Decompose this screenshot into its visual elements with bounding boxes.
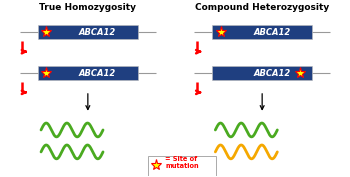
Bar	[38, 66, 138, 80]
Text: ABCA12: ABCA12	[79, 28, 116, 37]
Text: ABCA12: ABCA12	[79, 68, 116, 78]
Bar	[148, 156, 216, 176]
Text: Compound Heterozygosity: Compound Heterozygosity	[195, 3, 329, 12]
Text: ABCA12: ABCA12	[253, 68, 290, 78]
Bar	[212, 66, 312, 80]
Text: ABCA12: ABCA12	[253, 28, 290, 37]
Text: True Homozygosity: True Homozygosity	[39, 3, 136, 12]
Bar	[212, 25, 312, 39]
Text: = Site of
mutation: = Site of mutation	[165, 156, 199, 169]
Bar	[38, 25, 138, 39]
